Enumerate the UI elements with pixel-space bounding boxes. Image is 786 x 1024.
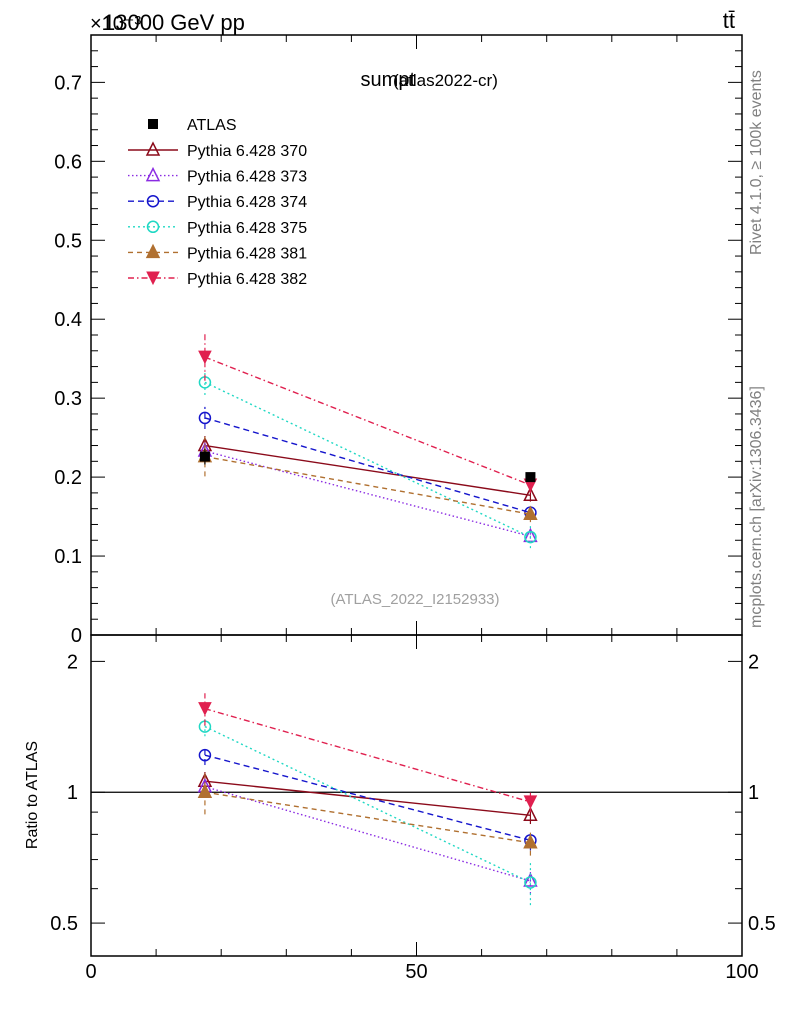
data-point (198, 411, 212, 425)
legend-marker-1 (145, 141, 161, 156)
ratio-point (523, 834, 538, 849)
data-point (523, 486, 538, 502)
energy-label: 13000 GeV pp (103, 10, 245, 35)
data-point (198, 350, 212, 365)
ratio-point (198, 702, 212, 716)
axis-ticks: 0 50 100 0 0.1 0.2 0.3 0.4 0.5 0.6 0.7 0.5 0.5 1 1 2 2 (50, 35, 776, 983)
series-line (204, 417, 531, 514)
legend-label-4: Pythia 6.428 375 (187, 220, 307, 237)
y-tick-label: 0.2 (54, 467, 82, 489)
ratio-series-line (204, 780, 531, 816)
ratio-plot-frame (90, 634, 743, 957)
chart-subtitle: (atlas2022-cr) (393, 71, 498, 90)
chart-title: sumpt (361, 69, 416, 91)
series-line (204, 455, 531, 515)
ratio-point (197, 783, 213, 798)
process-label: tt̄ (723, 8, 735, 33)
y-tick-label: 0.1 (54, 546, 82, 568)
legend-label-reference: ATLAS (187, 117, 237, 134)
ratio-point (523, 795, 538, 810)
x-tick-label: 100 (725, 961, 758, 983)
y-tick-label: 0.3 (54, 388, 82, 410)
ratio-y-axis-label: Ratio to ATLAS (24, 741, 41, 849)
ratio-tick-label-right: 0.5 (748, 913, 776, 935)
x-tick-label: 50 (405, 961, 427, 983)
legend-marker-5 (145, 243, 161, 259)
mcplots-label: mcplots.cern.ch [arXiv:1306.3436] (748, 386, 765, 628)
series-line (204, 450, 531, 537)
y-tick-label: 0.7 (54, 72, 82, 94)
ratio-tick-label: 0.5 (50, 913, 78, 935)
ratio-point (523, 872, 538, 887)
legend-marker-reference (148, 119, 158, 129)
ratio-series-line (204, 754, 531, 842)
reference-series (199, 448, 536, 483)
legend-label-2: Pythia 6.428 373 (187, 169, 307, 186)
series-6 (198, 333, 538, 813)
ratio-point (198, 748, 212, 762)
legend-marker-3 (146, 194, 160, 208)
ratio-series-line (204, 725, 531, 884)
y-exponent-label: ×10⁻³ (90, 13, 141, 35)
ratio-series-line (204, 785, 531, 882)
legend-label-5: Pythia 6.428 381 (187, 245, 307, 262)
x-tick-label: 0 (85, 961, 96, 983)
legend-marker-6 (146, 271, 160, 286)
ratio-series-line (204, 707, 531, 803)
series-2 (197, 441, 538, 894)
ratio-tick-label-right: 1 (748, 782, 759, 804)
series-3 (198, 406, 537, 851)
legend-label-3: Pythia 6.428 374 (187, 194, 307, 211)
y-tick-label: 0.6 (54, 151, 82, 173)
series-line (204, 381, 531, 538)
y-tick-label: 0.5 (54, 230, 82, 252)
ratio-tick-label-right: 2 (748, 651, 759, 673)
reference-point (525, 472, 536, 483)
y-tick-label: 0.4 (54, 309, 82, 331)
ratio-point (524, 876, 537, 889)
series-4 (198, 369, 537, 906)
ratio-tick-label: 1 (67, 782, 78, 804)
ratio-tick-label: 2 (67, 651, 78, 673)
ratio-series-line (204, 791, 531, 844)
series-line (204, 444, 531, 496)
ratio-point (523, 806, 538, 822)
data-point (523, 505, 538, 520)
legend-label-6: Pythia 6.428 382 (187, 271, 307, 288)
rivet-label: Rivet 4.1.0, ≥ 100k events (748, 70, 765, 255)
reference-point (199, 451, 210, 462)
analysis-label: (ATLAS_2022_I2152933) (330, 591, 499, 608)
data-marks (197, 333, 538, 906)
legend-label-1: Pythia 6.428 370 (187, 143, 307, 160)
legend: ATLAS Pythia 6.428 370 Pythia 6.428 373 Pyt… (128, 117, 307, 288)
y-tick-label: 0 (71, 625, 82, 647)
data-point (524, 530, 537, 544)
legend-marker-2 (145, 166, 161, 182)
series-line (204, 356, 531, 486)
legend-marker-4 (146, 220, 160, 234)
